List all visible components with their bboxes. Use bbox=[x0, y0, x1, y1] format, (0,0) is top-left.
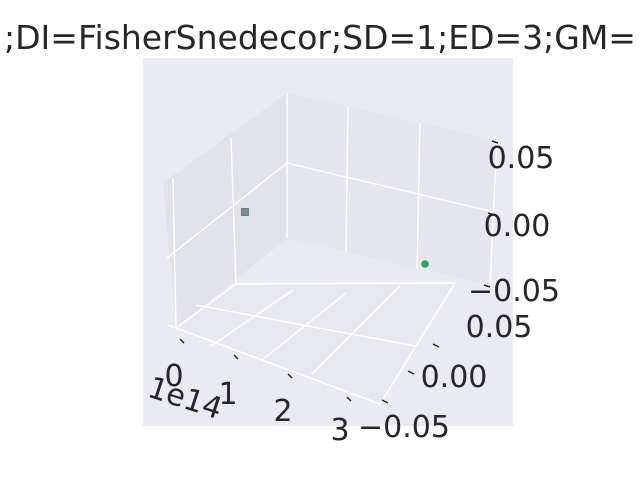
axis-ticks bbox=[179, 140, 499, 404]
x-tick-label: 3 bbox=[330, 413, 349, 448]
data-point bbox=[421, 260, 429, 268]
y-tick-label: −0.05 bbox=[358, 410, 450, 445]
x-tick-label: 1 bbox=[218, 377, 237, 412]
y-tick-labels: 0.05 0.00 −0.05 bbox=[358, 310, 532, 445]
pane-back-left bbox=[163, 93, 287, 328]
x-tick-label: 2 bbox=[273, 394, 292, 429]
pane-back-right bbox=[287, 93, 497, 285]
x-tick-labels: 01 2 3 bbox=[164, 359, 349, 448]
grid-lines bbox=[166, 93, 498, 405]
x-tick-label: 0 bbox=[164, 359, 183, 394]
z-tick-label: 0.05 bbox=[488, 141, 555, 176]
data-points bbox=[241, 208, 429, 268]
z-tick-label: −0.05 bbox=[468, 274, 560, 309]
chart-title: ;DI=FisherSnedecor;SD=1;ED=3;GM= bbox=[4, 18, 636, 57]
y-tick-label: 0.00 bbox=[421, 360, 488, 395]
z-tick-label: 0.00 bbox=[484, 209, 551, 244]
y-tick-label: 0.05 bbox=[466, 310, 533, 345]
data-point bbox=[241, 208, 249, 216]
z-tick-labels: 0.05 0.00 −0.05 bbox=[468, 141, 560, 309]
